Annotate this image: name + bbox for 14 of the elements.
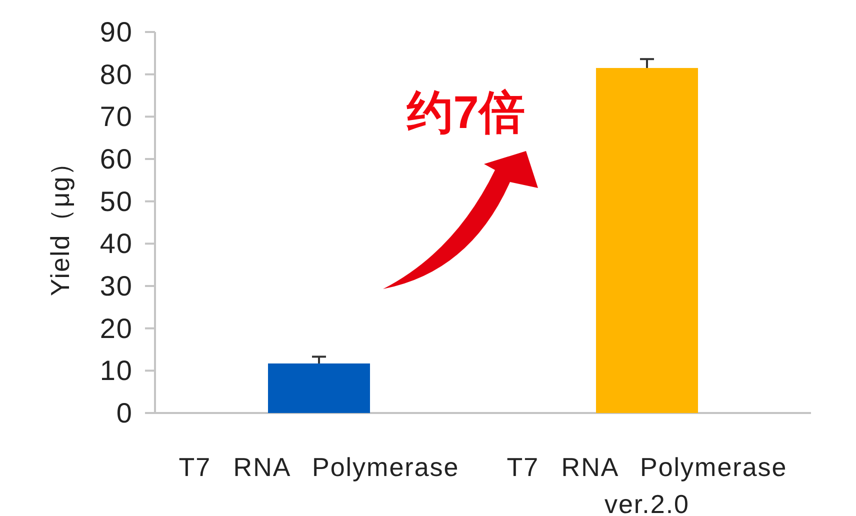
y-tick-label: 60 xyxy=(100,144,133,174)
y-tick-label: 0 xyxy=(116,398,133,428)
y-tick-label: 20 xyxy=(100,312,133,344)
y-axis-title: Yield（μg） xyxy=(45,148,75,296)
y-tick-label: 10 xyxy=(100,355,133,386)
y-tick-label: 50 xyxy=(100,186,133,217)
annotation: 约7倍 xyxy=(406,86,525,138)
y-tick-label: 80 xyxy=(100,58,133,90)
y-tick-label: 30 xyxy=(100,270,133,302)
y-tick-label: 90 xyxy=(100,16,133,48)
y-tick-label: 70 xyxy=(100,101,133,132)
x-tick-label: T7 RNA Polymerase xyxy=(178,452,460,482)
x-tick-label: T7 RNA Polymerase ver.2.0 xyxy=(506,452,788,516)
y-tick-label: 40 xyxy=(100,228,133,260)
